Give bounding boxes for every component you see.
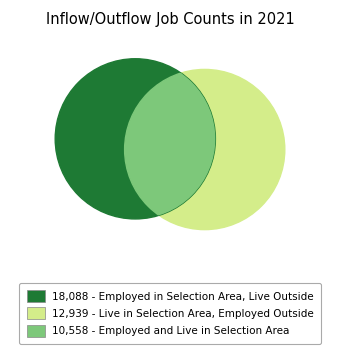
Circle shape — [124, 69, 285, 230]
Legend: 18,088 - Employed in Selection Area, Live Outside, 12,939 - Live in Selection Ar: 18,088 - Employed in Selection Area, Liv… — [19, 283, 321, 344]
Text: Inflow/Outflow Job Counts in 2021: Inflow/Outflow Job Counts in 2021 — [46, 12, 294, 27]
Circle shape — [55, 59, 215, 219]
Circle shape — [124, 69, 285, 230]
